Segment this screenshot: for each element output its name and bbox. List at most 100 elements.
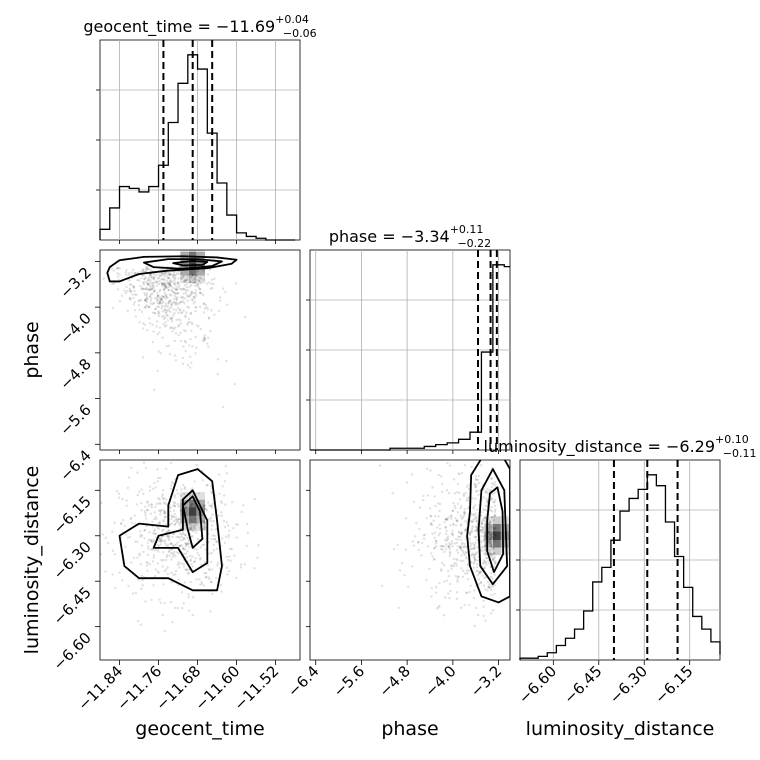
sample-point xyxy=(154,280,158,283)
sample-point xyxy=(177,536,180,539)
sample-point xyxy=(164,286,167,289)
sample-point xyxy=(153,289,156,292)
sample-point xyxy=(172,298,176,301)
sample-point xyxy=(168,529,171,532)
sample-point xyxy=(208,577,211,581)
sample-point xyxy=(491,557,494,560)
sample-point xyxy=(205,484,208,487)
sample-point xyxy=(157,527,160,530)
sample-point xyxy=(172,273,175,276)
sample-point xyxy=(162,497,165,500)
sample-point xyxy=(164,542,167,545)
sample-point xyxy=(217,473,221,476)
sample-point xyxy=(144,287,147,291)
sample-point xyxy=(161,273,164,276)
sample-point xyxy=(198,276,201,279)
sample-point xyxy=(133,271,137,275)
scatter-panel-geocent_time-luminosity_distance xyxy=(89,459,301,661)
sample-point xyxy=(411,540,415,543)
sample-point xyxy=(129,283,132,286)
sample-point xyxy=(177,578,180,581)
sample-point xyxy=(163,512,166,515)
sample-point xyxy=(137,490,141,493)
sample-point xyxy=(191,291,194,294)
sample-point xyxy=(167,276,171,280)
sample-point xyxy=(418,527,421,531)
sample-point xyxy=(210,537,213,541)
sample-point xyxy=(217,309,221,313)
sample-point xyxy=(229,547,232,551)
sample-point xyxy=(89,523,91,525)
sample-point xyxy=(139,284,142,288)
sample-point xyxy=(150,276,153,279)
sample-point xyxy=(489,555,493,558)
sample-point xyxy=(159,601,162,604)
sample-point xyxy=(183,280,186,283)
sample-point xyxy=(157,282,161,286)
sample-point xyxy=(193,300,197,304)
sample-point xyxy=(148,531,151,534)
sample-point xyxy=(182,288,185,291)
sample-point xyxy=(190,527,193,531)
sample-point xyxy=(160,558,163,562)
sample-point xyxy=(143,528,147,532)
sample-point xyxy=(149,548,152,551)
sample-point xyxy=(104,536,107,540)
sample-point xyxy=(417,548,421,552)
sample-point xyxy=(465,556,468,559)
sample-point xyxy=(452,523,455,527)
sample-point xyxy=(474,475,478,478)
sample-point xyxy=(157,539,161,543)
sample-point xyxy=(474,485,477,489)
sample-point xyxy=(174,296,177,299)
sample-point xyxy=(152,290,156,293)
sample-point xyxy=(203,522,207,526)
sample-point xyxy=(179,322,182,325)
sample-point xyxy=(472,562,476,565)
sample-point xyxy=(476,538,479,542)
sample-point xyxy=(121,497,124,501)
sample-point xyxy=(156,298,159,301)
sample-point xyxy=(157,305,160,309)
sample-point xyxy=(147,276,150,280)
sample-point xyxy=(470,520,473,523)
sample-point xyxy=(468,532,472,535)
sample-point xyxy=(210,528,213,531)
sample-point xyxy=(170,551,173,555)
sample-point xyxy=(182,309,185,312)
sample-point xyxy=(491,559,494,562)
sample-point xyxy=(181,297,184,300)
sample-point xyxy=(185,556,189,559)
sample-point xyxy=(444,532,448,536)
sample-point xyxy=(134,522,137,525)
sample-point xyxy=(219,299,222,302)
contour-level-1 xyxy=(143,258,223,270)
sample-point xyxy=(459,523,463,526)
sample-point xyxy=(475,606,478,610)
sample-point xyxy=(473,558,477,562)
title-minus: −0.06 xyxy=(283,27,317,40)
sample-point xyxy=(491,492,494,496)
sample-point xyxy=(490,516,494,519)
sample-point xyxy=(437,473,441,477)
sample-point xyxy=(178,566,181,569)
sample-point xyxy=(430,552,433,555)
sample-point xyxy=(152,278,156,281)
sample-point xyxy=(125,289,129,293)
sample-point xyxy=(184,543,188,546)
sample-point xyxy=(149,279,152,282)
sample-point xyxy=(146,279,149,282)
sample-point xyxy=(183,280,186,284)
sample-point xyxy=(172,553,176,556)
sample-point xyxy=(149,539,153,542)
sample-point xyxy=(438,532,442,535)
contour-level-2 xyxy=(182,495,204,549)
sample-point xyxy=(450,532,454,536)
sample-point xyxy=(192,295,196,298)
sample-point xyxy=(106,541,110,545)
sample-point xyxy=(117,267,120,270)
title-geocent_time: geocent_time = −11.69+0.04 −0.06 xyxy=(83,13,316,40)
sample-point xyxy=(170,285,173,288)
sample-point xyxy=(416,541,420,544)
sample-point xyxy=(192,281,195,284)
